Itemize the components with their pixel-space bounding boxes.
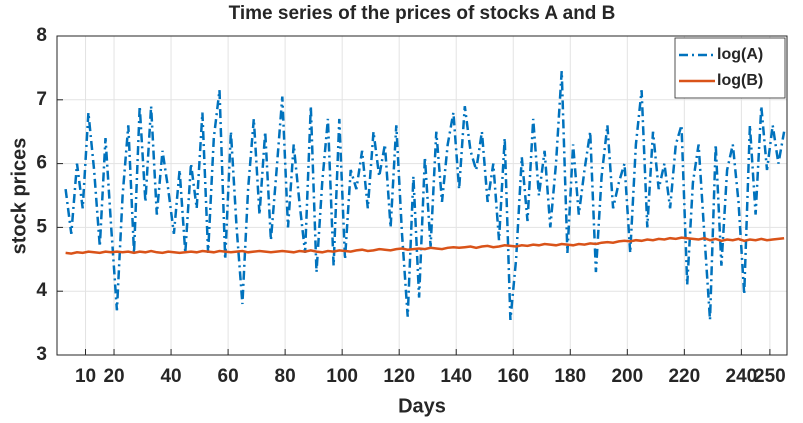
legend-box — [674, 37, 786, 99]
legend-label: log(A) — [717, 46, 763, 63]
x-tick-label: 120 — [383, 366, 415, 387]
x-tick-label: 40 — [160, 366, 181, 387]
y-tick-label: 5 — [36, 216, 47, 237]
x-axis-label: Days — [398, 395, 446, 417]
x-tick-label: 200 — [611, 366, 643, 387]
x-tick-label: 250 — [754, 366, 786, 387]
y-tick-label: 3 — [36, 344, 47, 365]
y-tick-label: 7 — [36, 89, 47, 110]
plot-area — [57, 36, 787, 355]
x-tick-label: 20 — [103, 366, 124, 387]
x-tick-label: 100 — [326, 366, 358, 387]
x-tick-label: 140 — [440, 366, 472, 387]
x-tick-label: 220 — [668, 366, 700, 387]
x-tick-label: 60 — [218, 366, 239, 387]
chart-title: Time series of the prices of stocks A an… — [229, 3, 616, 24]
x-tick-label: 80 — [275, 366, 296, 387]
x-tick-label: 240 — [726, 366, 758, 387]
y-axis-label: stock prices — [8, 138, 30, 255]
x-tick-label: 10 — [75, 366, 96, 387]
y-tick-label: 8 — [36, 25, 47, 46]
legend-label: log(B) — [717, 72, 763, 89]
y-tick-label: 4 — [36, 280, 47, 301]
axes-box — [56, 35, 788, 356]
y-tick-label: 6 — [36, 153, 47, 174]
series-line — [65, 236, 785, 255]
series-line — [64, 71, 786, 321]
x-tick-label: 160 — [497, 366, 529, 387]
x-tick-label: 180 — [554, 366, 586, 387]
